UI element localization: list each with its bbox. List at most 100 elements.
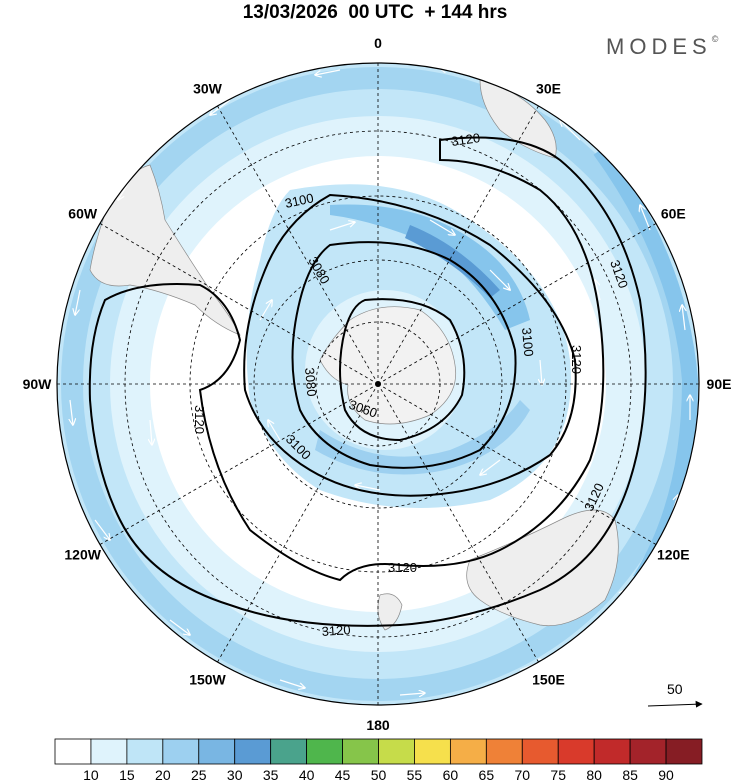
land-masses: [89, 79, 619, 631]
contour-label: 3100: [284, 190, 315, 211]
wind-arrow: [329, 222, 355, 231]
contour-3100: [243, 193, 577, 497]
wind-arrow: [489, 269, 510, 290]
colorbar-swatch: [198, 738, 236, 765]
contour-label: 3120: [388, 560, 417, 575]
colorbar-swatch: [306, 738, 343, 765]
colorbar-tick-label: 15: [119, 767, 135, 782]
australia: [466, 509, 619, 627]
contour-label: 3100: [519, 327, 536, 357]
antarctica: [319, 306, 457, 425]
colorbar-swatch: [521, 738, 559, 765]
colorbar-tick-label: 60: [443, 767, 459, 782]
wind-arrow: [595, 280, 601, 301]
copyright-mark: ©: [711, 34, 719, 44]
south-america: [89, 164, 241, 336]
contour-label: 3120: [321, 622, 351, 639]
latitude-circle: [253, 259, 503, 509]
wind-arrow: [70, 399, 73, 425]
colorbar-swatch: [378, 738, 415, 765]
graticule: [57, 63, 699, 705]
meridian-label: 30W: [193, 81, 223, 97]
colorbar-swatch: [270, 738, 308, 765]
wind-arrow: [268, 420, 281, 441]
colorbar-swatch: [342, 738, 379, 765]
meridian-label: 90W: [23, 376, 53, 392]
meridian-label: 150E: [532, 671, 565, 687]
colorbar-tick-label: 20: [155, 767, 171, 782]
height-contours: [88, 136, 647, 627]
meridian-label: 30E: [536, 81, 561, 97]
contour-label: 3080: [302, 367, 319, 397]
colorbar-tick-label: 30: [227, 767, 243, 782]
wind-arrow: [94, 519, 110, 540]
reference-vector-arrow: [647, 700, 703, 708]
wind-arrow: [640, 205, 651, 231]
colorbar-tick-label: 25: [191, 767, 207, 782]
wind-arrow: [399, 693, 425, 695]
colorbar-tick-label: 90: [658, 767, 674, 782]
inner-jet-core: [330, 204, 530, 330]
colorbar-swatch: [162, 738, 200, 765]
meridian-label: 180: [366, 717, 390, 733]
south-pole-dot: [375, 381, 381, 387]
colorbar: 10 15 20 25 30 35 40 45 50 55 60 65 70 75 80 85 90: [54, 738, 703, 782]
wind-arrow: [315, 69, 341, 75]
meridian-labels: 0 30E 60E 90E 120E 150E 180 150W 120W 90W 60W 30W: [23, 35, 732, 733]
colorbar-swatch: [485, 738, 523, 765]
colorbar-swatch: [557, 738, 595, 765]
colorbar-swatch: [126, 738, 164, 765]
wind-arrow: [560, 120, 581, 141]
wind-arrow: [429, 219, 455, 235]
colorbar-tick-label: 35: [263, 767, 279, 782]
map-title: 13/03/2026 00 UTC + 144 hrs: [242, 2, 508, 23]
meridian-label: 90E: [707, 376, 732, 392]
colorbar-swatch: [414, 738, 451, 765]
colorbar-swatch: [593, 738, 631, 765]
africa: [479, 79, 557, 159]
colorbar-swatch: [449, 738, 487, 765]
contour-label: 3120: [569, 345, 584, 374]
map-border: [56, 62, 700, 706]
colorbar-tick-label: 50: [371, 767, 387, 782]
colorbar-tick-label: 70: [514, 767, 530, 782]
colorbar-tick-label: 85: [622, 767, 638, 782]
reference-vector-label: 50: [667, 681, 683, 697]
logo-text: MODES: [606, 34, 712, 59]
colorbar-tick-label: 10: [83, 767, 99, 782]
colorbar-tick-label: 75: [550, 767, 566, 782]
colorbar-swatch: [234, 738, 272, 765]
meridian-label: 120E: [657, 547, 690, 563]
contour-label: 3120: [192, 405, 207, 434]
wind-arrow: [279, 679, 305, 688]
colorbar-tick-label: 80: [586, 767, 602, 782]
colorbar-swatch: [629, 738, 667, 765]
contour-label: 3120: [450, 130, 481, 149]
colorbar-swatch: [54, 738, 92, 765]
contour-3060: [339, 298, 466, 442]
wind-arrow: [449, 615, 475, 621]
colorbar-swatch: [665, 738, 703, 765]
colorbar-tick-label: 65: [479, 767, 495, 782]
colorbar-swatch: [90, 738, 128, 765]
colorbar-tick-label: 55: [407, 767, 423, 782]
colorbar-tick-label: 45: [335, 767, 351, 782]
modes-logo: MODES©: [606, 34, 718, 60]
meridian-label: 0: [374, 35, 382, 51]
meridian-label: 120W: [64, 547, 101, 563]
wind-arrow: [150, 419, 152, 445]
meridian-label: 60W: [68, 206, 98, 222]
colorbar-tick-label: 40: [299, 767, 315, 782]
contour-3120-outer: [88, 136, 647, 627]
wind-arrow: [169, 619, 190, 635]
meridian-label: 150W: [189, 671, 226, 687]
meridian-label: 60E: [661, 206, 686, 222]
wind-arrow: [540, 359, 542, 385]
wind-arrow: [480, 459, 501, 475]
contour-3080: [291, 241, 517, 469]
wind-arrow: [210, 99, 231, 115]
inner-jet-south: [315, 400, 530, 475]
wind-arrow: [75, 289, 81, 315]
wind-arrow: [682, 305, 685, 331]
